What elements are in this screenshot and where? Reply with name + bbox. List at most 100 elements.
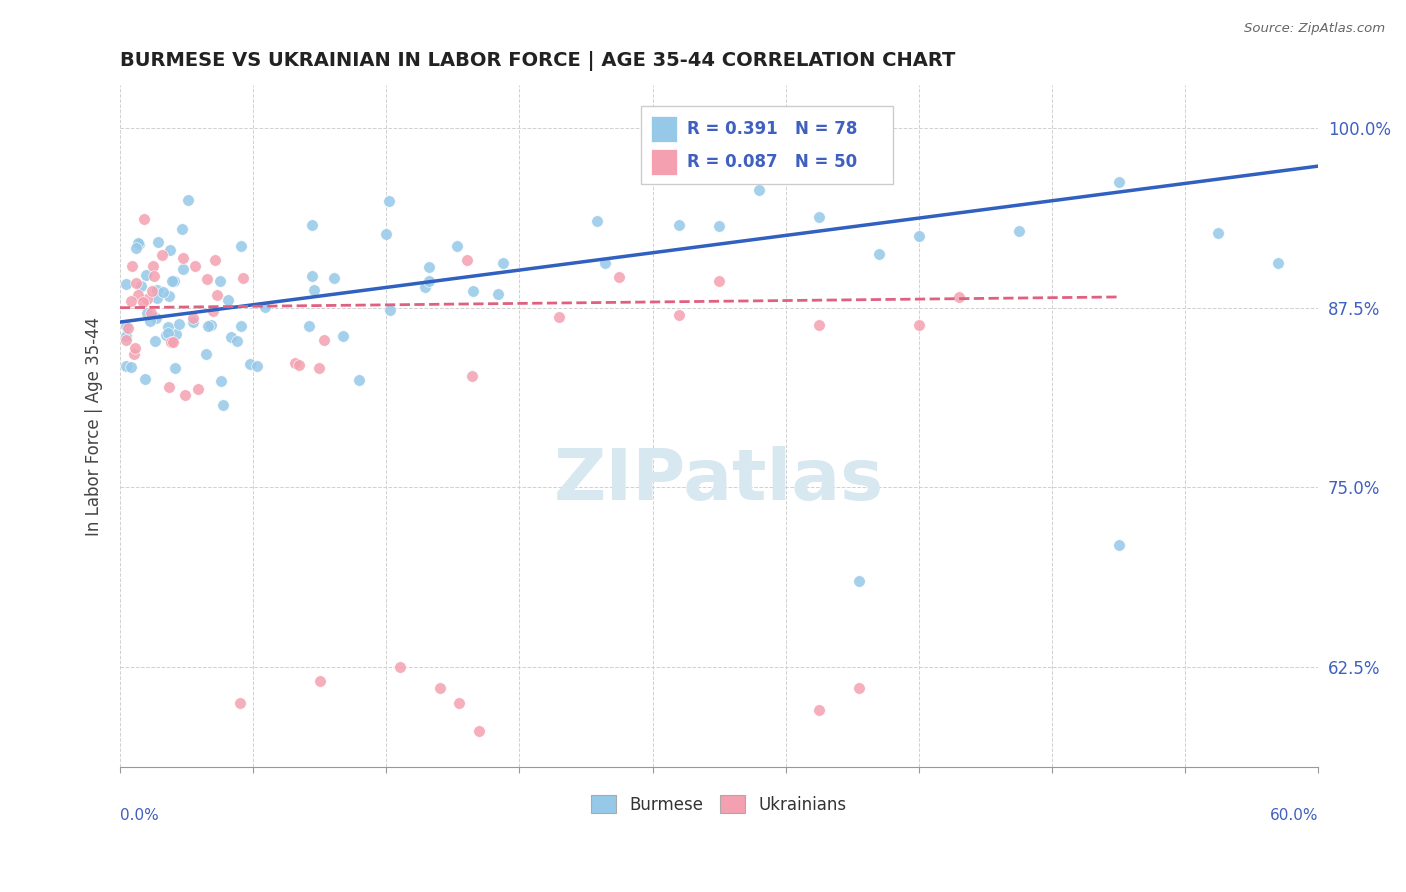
Point — [232, 270, 254, 285]
Point — [607, 269, 630, 284]
Point — [155, 327, 177, 342]
Point — [1008, 224, 1031, 238]
Point — [219, 330, 242, 344]
Point — [707, 274, 730, 288]
Point — [377, 194, 399, 208]
Point — [159, 244, 181, 258]
Point — [145, 310, 167, 325]
Text: 0.0%: 0.0% — [120, 808, 159, 823]
Point — [200, 318, 222, 333]
Point — [122, 347, 145, 361]
Point — [1208, 227, 1230, 241]
Text: BURMESE VS UKRAINIAN IN LABOR FORCE | AGE 35-44 CORRELATION CHART: BURMESE VS UKRAINIAN IN LABOR FORCE | AG… — [120, 51, 955, 70]
Point — [225, 334, 247, 348]
Point — [449, 696, 471, 710]
Point — [388, 659, 411, 673]
Point — [322, 270, 344, 285]
Point — [115, 359, 138, 373]
Point — [125, 277, 148, 291]
Point — [807, 703, 830, 717]
Point — [1267, 256, 1289, 270]
Point — [380, 302, 402, 317]
Point — [456, 253, 478, 268]
Point — [127, 235, 149, 250]
Point — [229, 696, 252, 710]
Point — [418, 274, 440, 288]
Point — [183, 311, 205, 326]
Point — [1108, 538, 1130, 552]
Point — [446, 239, 468, 253]
Point — [195, 272, 218, 286]
Point — [239, 358, 262, 372]
Point — [157, 289, 180, 303]
Point — [160, 335, 183, 350]
Point — [139, 314, 162, 328]
Point — [197, 318, 219, 333]
Point — [139, 306, 162, 320]
Point — [135, 268, 157, 282]
Point — [117, 321, 139, 335]
Point — [146, 292, 169, 306]
Point — [211, 375, 233, 389]
Point — [486, 287, 509, 301]
Point — [207, 288, 229, 302]
Point — [593, 256, 616, 270]
Point — [288, 358, 311, 372]
Point — [165, 327, 187, 342]
Point — [150, 248, 173, 262]
Point — [211, 398, 233, 412]
Point — [136, 306, 159, 320]
Point — [349, 373, 371, 387]
Point — [314, 334, 336, 348]
Point — [170, 221, 193, 235]
Point — [177, 193, 200, 207]
FancyBboxPatch shape — [651, 149, 678, 175]
Point — [413, 280, 436, 294]
Point — [308, 360, 330, 375]
Point — [229, 318, 252, 333]
Legend: Burmese, Ukrainians: Burmese, Ukrainians — [585, 789, 853, 821]
Point — [202, 303, 225, 318]
Point — [668, 218, 690, 232]
Point — [748, 183, 770, 197]
Point — [948, 290, 970, 304]
Point — [115, 328, 138, 343]
Point — [254, 300, 277, 314]
Point — [115, 277, 138, 292]
Point — [301, 218, 323, 232]
Point — [229, 239, 252, 253]
Point — [129, 279, 152, 293]
Point — [120, 359, 142, 374]
Point — [418, 260, 440, 274]
Point — [125, 241, 148, 255]
Point — [908, 318, 931, 332]
Point — [807, 318, 830, 332]
Point — [668, 308, 690, 322]
Point — [146, 283, 169, 297]
Point — [165, 360, 187, 375]
Point — [548, 310, 571, 324]
Point — [160, 274, 183, 288]
Point — [115, 318, 138, 333]
Point — [468, 724, 491, 739]
Point — [807, 210, 830, 224]
Point — [429, 681, 451, 696]
Point — [148, 235, 170, 249]
Point — [162, 335, 184, 350]
Point — [298, 319, 321, 334]
Point — [217, 293, 239, 307]
Point — [868, 247, 890, 261]
Point — [848, 681, 870, 696]
Point — [157, 380, 180, 394]
Text: ZIPatlas: ZIPatlas — [554, 446, 884, 516]
Text: Source: ZipAtlas.com: Source: ZipAtlas.com — [1244, 22, 1385, 36]
Point — [302, 283, 325, 297]
FancyBboxPatch shape — [641, 105, 893, 184]
Point — [157, 319, 180, 334]
Point — [1108, 175, 1130, 189]
Point — [134, 372, 156, 386]
Point — [143, 334, 166, 349]
Point — [172, 251, 194, 265]
Point — [374, 227, 396, 242]
Point — [120, 294, 142, 309]
